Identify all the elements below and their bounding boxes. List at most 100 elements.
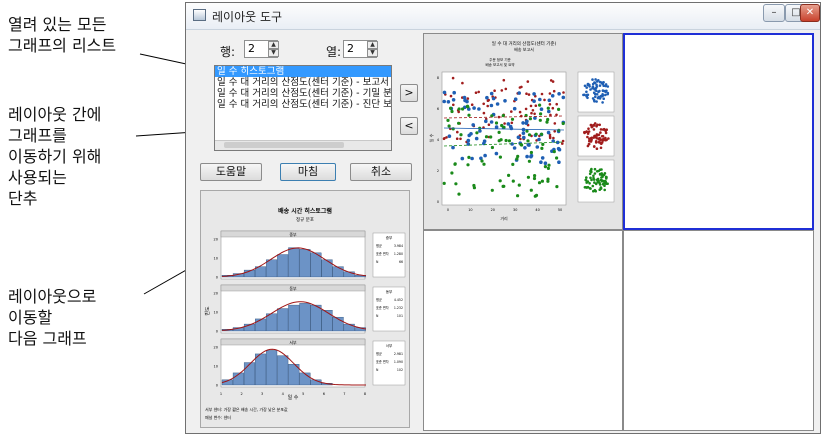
hist-legend-box [372, 340, 406, 386]
hist-bar [243, 269, 256, 278]
scatter-inset-point [583, 84, 587, 88]
scatter-point [490, 114, 494, 118]
scatter-inset-point [606, 85, 610, 88]
hist-subtitle: 정규 분포 [296, 216, 314, 223]
graph-list-item-0[interactable]: 일 수 히스토그램 [215, 66, 391, 77]
hist-bar [332, 266, 344, 278]
scatter-inset-point [596, 80, 599, 83]
hist-bar [243, 323, 256, 332]
scatter-point [534, 104, 538, 107]
scatter-point [525, 119, 529, 124]
scatter-point [450, 171, 454, 175]
title-bar[interactable]: 레이아웃 도구 – □ [186, 3, 820, 30]
scrollbar-thumb[interactable] [224, 142, 344, 148]
scatter-point [504, 87, 508, 91]
cols-spin-up-icon[interactable]: ▲ [367, 41, 378, 49]
scatter-point [451, 145, 455, 150]
scatter-point [529, 104, 533, 108]
scatter-point [539, 112, 543, 116]
hist-ytick-label: 20 [214, 238, 218, 242]
scatter-point [498, 155, 502, 159]
help-button[interactable]: 도움말 [200, 163, 262, 181]
rows-spin-up-icon[interactable]: ▲ [268, 41, 279, 49]
cancel-button[interactable]: 취소 [350, 163, 412, 181]
hist-legend-group-name: 중부 [386, 235, 393, 240]
graph-list-item-3[interactable]: 일 수 대 거리의 산점도(센터 기준) - 진단 보 [217, 99, 392, 110]
scatter-point [502, 78, 506, 82]
scatter-point [503, 122, 506, 125]
scatter-xtick-label: 40 [535, 208, 539, 212]
scatter-inset-point [594, 86, 598, 90]
graph-list[interactable]: 일 수 히스토그램 일 수 대 거리의 산점도(센터 기준) - 보고서 일 수… [214, 65, 392, 151]
scatter-inset-point [595, 170, 599, 173]
scatter-point [446, 100, 451, 104]
layout-cell-2-2[interactable] [623, 230, 814, 431]
rows-spin-down-icon[interactable]: ▼ [268, 49, 279, 57]
minimize-button[interactable]: – [763, 4, 785, 22]
scatter-point [553, 122, 557, 125]
scatter-point [469, 132, 473, 136]
layout-cell-2-1[interactable] [423, 230, 623, 431]
finish-button[interactable]: 마침 [280, 163, 336, 181]
scatter-point [472, 106, 476, 110]
hist-bar [332, 316, 344, 332]
scatter-point [555, 185, 559, 189]
graph-list-item-1[interactable]: 일 수 대 거리의 산점도(센터 기준) - 보고서 [217, 77, 389, 88]
scatter-point [467, 113, 471, 117]
scatter-point [525, 92, 528, 95]
scatter-point [494, 151, 499, 156]
scatter-inset-point [595, 83, 598, 87]
hist-panel-strip [220, 230, 366, 238]
scatter-point [516, 154, 520, 158]
close-button[interactable]: ✕ [800, 4, 820, 22]
scatter-point [543, 161, 548, 165]
scatter-point [550, 94, 555, 98]
scatter-point [521, 131, 526, 135]
scatter-point [462, 95, 467, 100]
scatter-inset-point [594, 140, 598, 143]
scatter-point [485, 95, 489, 100]
scatter-point [512, 146, 517, 150]
scatter-point [527, 93, 531, 96]
scatter-point [501, 114, 505, 118]
scatter-inset-point [589, 140, 593, 143]
scatter-inset-point [602, 173, 606, 176]
hist-xtick-label: 2 [240, 392, 242, 396]
scatter-inset-point [605, 128, 608, 131]
graph-list-item-2[interactable]: 일 수 대 거리의 산점도(센터 기준) - 기밀 분 [217, 88, 392, 99]
hist-bar [266, 313, 278, 332]
scatter-fit-line [443, 115, 565, 119]
scatter-inset-point [589, 176, 592, 180]
scatter-xtick-label: 20 [491, 208, 495, 212]
scatter-inset-point [588, 85, 591, 88]
scatter-point [515, 157, 519, 161]
scatter-point [551, 106, 555, 110]
scatter-point [557, 92, 561, 96]
scatter-point [549, 79, 553, 82]
cols-spin-down-icon[interactable]: ▼ [367, 49, 378, 57]
move-left-button[interactable]: < [400, 117, 418, 135]
hist-bar [288, 364, 300, 386]
scatter-inset-point [585, 181, 588, 184]
scatter-point [552, 150, 556, 154]
scatter-point [526, 80, 530, 83]
hist-bar [288, 247, 300, 278]
scatter-point [490, 145, 494, 150]
layout-cell-1-1[interactable]: 일 수 대 거리의 산점도(센터 기준) 배송 보고서 주문 정보 기준 배송 … [423, 33, 623, 230]
scatter-inset-point [601, 93, 604, 96]
scatter-point [506, 122, 511, 126]
layout-cell-1-2[interactable] [623, 33, 814, 230]
scatter-inset-point [582, 93, 585, 97]
scatter-inset-point [587, 142, 591, 146]
scatter-inset-point [598, 84, 602, 87]
graph-list-horizontal-scrollbar[interactable] [215, 140, 391, 150]
scatter-point [451, 76, 455, 80]
scatter-point [442, 181, 446, 185]
scatter-inset-point [603, 188, 606, 192]
scatter-point [521, 121, 525, 125]
move-right-button[interactable]: > [400, 84, 418, 102]
hist-ytick-label: 10 [214, 257, 218, 261]
callout-list-of-graphs: 열려 있는 모든 그래프의 리스트 [8, 15, 117, 55]
scatter-point [530, 111, 533, 115]
scatter-inset-point [594, 78, 597, 81]
